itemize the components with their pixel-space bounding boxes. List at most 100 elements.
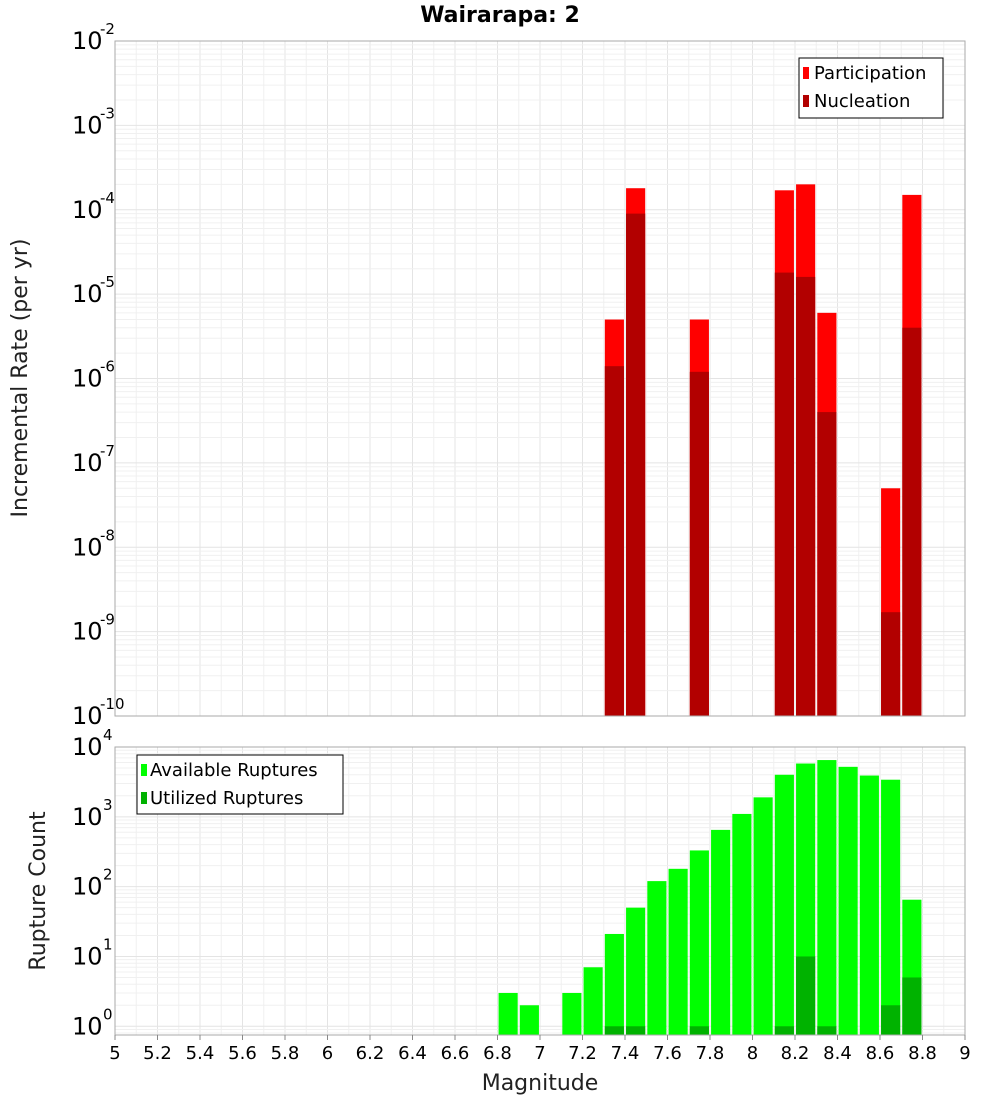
top-plot-frame <box>114 40 966 717</box>
x-tick-label: 7.2 <box>568 1043 597 1064</box>
legend-label: Participation <box>814 63 926 84</box>
x-tick-label: 8.6 <box>866 1043 895 1064</box>
utilized-ruptures-bar <box>796 956 816 1035</box>
utilized-ruptures-bar <box>774 1026 794 1035</box>
nucleation-bar <box>689 371 709 716</box>
x-tick-label: 8.2 <box>781 1043 810 1064</box>
legend-label: Available Ruptures <box>150 760 318 781</box>
available-ruptures-bar <box>583 967 603 1035</box>
x-tick-label: 8 <box>747 1043 758 1064</box>
available-ruptures-bar <box>732 813 752 1035</box>
nucleation-bar <box>604 366 624 716</box>
y-tick-label: 10 <box>72 1012 103 1040</box>
x-tick-label: 7.6 <box>653 1043 682 1064</box>
nucleation-bar <box>902 327 922 716</box>
y-tick-label: 10 <box>72 111 103 139</box>
top-bars <box>604 184 922 717</box>
top-grid <box>114 41 966 717</box>
chart-title: Wairarapa: 2 <box>420 3 580 28</box>
y-tick-label: 10 <box>72 449 103 477</box>
available-ruptures-bar <box>498 992 518 1035</box>
nucleation-bar <box>774 272 794 716</box>
x-tick-label: 6.8 <box>483 1043 512 1064</box>
available-ruptures-bar <box>881 779 901 1035</box>
legend-label: Nucleation <box>814 91 910 112</box>
y-tick-label: 10 <box>72 942 103 970</box>
legend-box <box>798 57 944 119</box>
y-tick-exponent: 2 <box>103 866 113 884</box>
utilized-ruptures-bar <box>817 1026 837 1035</box>
y-tick-label: 10 <box>72 733 103 761</box>
available-ruptures-bar <box>519 1005 539 1035</box>
x-tick-label: 7.8 <box>696 1043 725 1064</box>
available-ruptures-bar <box>647 881 667 1035</box>
x-tick-label: 7.4 <box>611 1043 640 1064</box>
y-tick-label: 10 <box>72 27 103 55</box>
utilized-ruptures-bar <box>902 977 922 1035</box>
y-tick-exponent: 3 <box>103 796 113 814</box>
bottom-bars <box>498 760 922 1035</box>
x-tick-label: 6 <box>322 1043 333 1064</box>
utilized-ruptures-bar <box>604 1026 624 1035</box>
y-tick-exponent: 0 <box>103 1005 113 1023</box>
available-ruptures-bar <box>668 868 688 1035</box>
y-tick-exponent: 4 <box>103 726 113 744</box>
x-ticks: 5 5.2 5.4 5.6 5.8 6 6.2 6.4 6.6 6.8 7 7.2 7.4 7.6 7.8 8… <box>109 1035 971 1064</box>
available-ruptures-bar <box>774 774 794 1035</box>
y-tick-exponent: -3 <box>100 104 115 122</box>
x-tick-label: 8.4 <box>823 1043 852 1064</box>
nucleation-bar <box>817 412 837 716</box>
y-tick-label: 10 <box>72 618 103 646</box>
x-tick-label: 6.4 <box>398 1043 427 1064</box>
x-axis-label: Magnitude <box>482 1071 599 1096</box>
legend-label: Utilized Ruptures <box>150 788 303 809</box>
legend-swatch <box>141 764 147 776</box>
y-tick-label: 10 <box>72 873 103 901</box>
y-tick-label: 10 <box>72 365 103 393</box>
x-tick-label: 6.6 <box>441 1043 470 1064</box>
nucleation-bar <box>626 213 646 717</box>
x-tick-label: 5.4 <box>186 1043 215 1064</box>
available-ruptures-bar <box>817 760 837 1035</box>
y-tick-exponent: -8 <box>100 526 115 544</box>
y-tick-exponent: -7 <box>100 442 115 460</box>
x-tick-label: 9 <box>959 1043 970 1064</box>
x-tick-label: 5.6 <box>228 1043 257 1064</box>
x-tick-label: 8.8 <box>908 1043 937 1064</box>
available-ruptures-bar <box>626 907 646 1035</box>
y-tick-label: 10 <box>72 196 103 224</box>
top-y-axis-label: Incremental Rate (per yr) <box>8 239 33 518</box>
utilized-ruptures-bar <box>689 1026 709 1035</box>
available-ruptures-bar <box>859 775 879 1035</box>
y-tick-exponent: -6 <box>100 358 115 376</box>
nucleation-bar <box>796 276 816 716</box>
bottom-y-axis-label: Rupture Count <box>26 811 51 971</box>
legend-swatch <box>803 95 809 107</box>
y-tick-label: 10 <box>72 803 103 831</box>
nucleation-bar <box>881 612 901 716</box>
top-legend: Participation Nucleation <box>798 57 944 119</box>
y-tick-exponent: -9 <box>100 611 115 629</box>
available-ruptures-bar <box>838 766 858 1035</box>
y-tick-label: 10 <box>72 280 103 308</box>
bottom-legend: Available Ruptures Utilized Ruptures <box>136 754 344 815</box>
legend-swatch <box>803 67 809 79</box>
available-ruptures-bar <box>753 797 773 1035</box>
available-ruptures-bar <box>604 933 624 1035</box>
y-tick-exponent: -5 <box>100 273 115 291</box>
y-tick-exponent: -4 <box>100 189 115 207</box>
x-tick-label: 5 <box>109 1043 120 1064</box>
x-tick-label: 5.8 <box>271 1043 300 1064</box>
available-ruptures-bar <box>689 850 709 1035</box>
utilized-ruptures-bar <box>626 1026 646 1035</box>
legend-box <box>136 754 344 815</box>
available-ruptures-bar <box>711 829 731 1035</box>
y-tick-label: 10 <box>72 702 103 730</box>
available-ruptures-bar <box>562 992 582 1035</box>
x-tick-label: 6.2 <box>356 1043 385 1064</box>
y-tick-exponent: -10 <box>100 695 125 713</box>
